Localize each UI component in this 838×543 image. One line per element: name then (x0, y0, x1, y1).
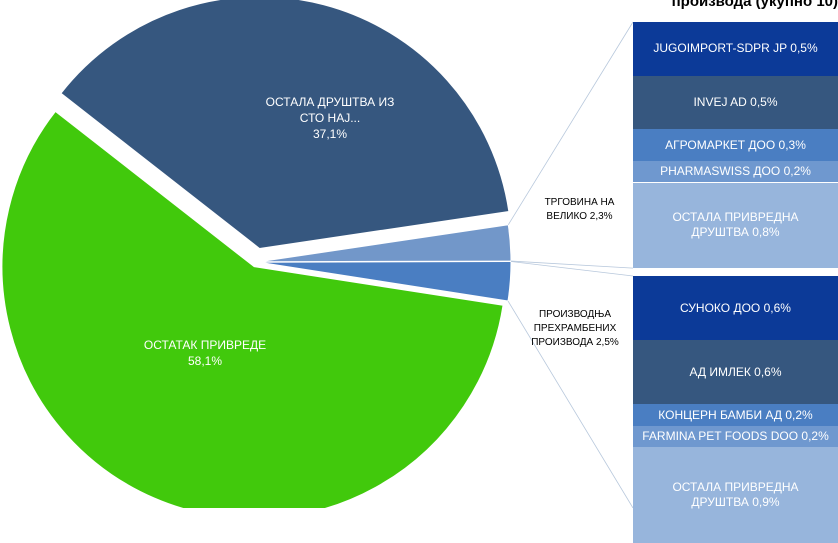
value-label: 0,2% (783, 164, 811, 179)
pie-slice (60, 0, 510, 249)
category-label: INVEJ AD (693, 94, 747, 109)
bar-segment: FARMINA PET FOODS DOO 0,2% (633, 425, 838, 448)
category-label: ПРОИЗВОДЊА ПРЕХРАМБЕНИХ ПРОИЗВОДА (531, 309, 617, 348)
pie-label: ОСТАЛА ДРУШТВА ИЗ СТО НАЈ... 37,1% (255, 94, 405, 142)
value-label: 0,2% (801, 428, 829, 443)
segment-label: JUGOIMPORT-SDPR JP 0,5% (653, 41, 817, 56)
category-label: ОСТАЛА ПРИВРЕДНА ДРУШТВА (672, 210, 799, 240)
bar-segment: ОСТАЛА ПРИВРЕДНА ДРУШТВА 0,9% (633, 447, 838, 543)
category-label: КОНЦЕРН БАМБИ АД (658, 407, 782, 422)
bar-segment: АГРОМАРКЕТ ДОО 0,3% (633, 129, 838, 162)
category-label: ТРГОВИНА НА ВЕЛИКО (544, 197, 615, 222)
bar-segment: INVEJ AD 0,5% (633, 75, 838, 129)
chart (1, 0, 634, 508)
value-label: 58,1% (187, 354, 223, 368)
bar-segment: PHARMASWISS ДОО 0,2% (633, 161, 838, 183)
bar-segment: АД ИМЛЕК 0,6% (633, 340, 838, 405)
connector (510, 260, 634, 269)
category-label: FARMINA PET FOODS DOO (642, 428, 799, 443)
value-label: 0,6% (754, 364, 782, 379)
bar-segment: ОСТАЛА ПРИВРЕДНА ДРУШТВА 0,8% (633, 182, 838, 269)
category-label: СУНОКО ДОО (680, 300, 761, 315)
pie-slice (1, 110, 504, 508)
connector (507, 21, 634, 225)
segment-label: АД ИМЛЕК 0,6% (689, 365, 781, 380)
value-label: 0,2% (785, 407, 813, 422)
pie-label: ТРГОВИНА НА ВЕЛИКО 2,3% (532, 196, 627, 224)
value-label: 0,3% (778, 137, 806, 152)
value-label: 0,5% (790, 41, 818, 56)
category-label: ОСТАЛА ДРУШТВА ИЗ СТО НАЈ... (265, 95, 395, 125)
pie-label: ПРОИЗВОДЊА ПРЕХРАМБЕНИХ ПРОИЗВОДА 2,5% (520, 308, 630, 350)
segment-label: ОСТАЛА ПРИВРЕДНА ДРУШТВА 0,9% (655, 480, 816, 510)
category-label: АД ИМЛЕК (689, 364, 751, 379)
connector (510, 261, 634, 277)
value-label: 0,9% (752, 495, 780, 510)
value-label: 2,5% (595, 337, 619, 348)
category-label: АГРОМАРКЕТ ДОО (665, 137, 776, 152)
category-label: JUGOIMPORT-SDPR JP (653, 41, 787, 56)
value-label: 37,1% (312, 127, 348, 141)
category-label: ОСТАЛА ПРИВРЕДНА ДРУШТВА (672, 480, 799, 510)
connector (507, 300, 634, 508)
category-label: PHARMASWISS ДОО (660, 164, 781, 179)
segment-label: INVEJ AD 0,5% (693, 95, 777, 110)
segment-label: PHARMASWISS ДОО 0,2% (660, 164, 811, 179)
pie-label: ОСТАТАК ПРИВРЕДЕ 58,1% (130, 337, 280, 369)
value-label: 0,8% (752, 225, 780, 240)
value-label: 0,5% (750, 94, 778, 109)
chart-title: производа (укупно 10) (672, 0, 838, 10)
segment-label: КОНЦЕРН БАМБИ АД 0,2% (658, 408, 812, 423)
segment-label: СУНОКО ДОО 0,6% (680, 301, 791, 316)
category-label: ОСТАТАК ПРИВРЕДЕ (143, 338, 267, 352)
bar-segment: КОНЦЕРН БАМБИ АД 0,2% (633, 404, 838, 426)
value-label: 0,6% (763, 300, 791, 315)
bar-segment: JUGOIMPORT-SDPR JP 0,5% (633, 22, 838, 76)
value-label: 2,3% (589, 211, 613, 222)
bar-segment: СУНОКО ДОО 0,6% (633, 276, 838, 341)
segment-label: ОСТАЛА ПРИВРЕДНА ДРУШТВА 0,8% (655, 210, 816, 240)
segment-label: АГРОМАРКЕТ ДОО 0,3% (665, 138, 806, 153)
segment-label: FARMINA PET FOODS DOO 0,2% (642, 429, 829, 444)
title-text: производа (укупно 10) (671, 0, 838, 10)
